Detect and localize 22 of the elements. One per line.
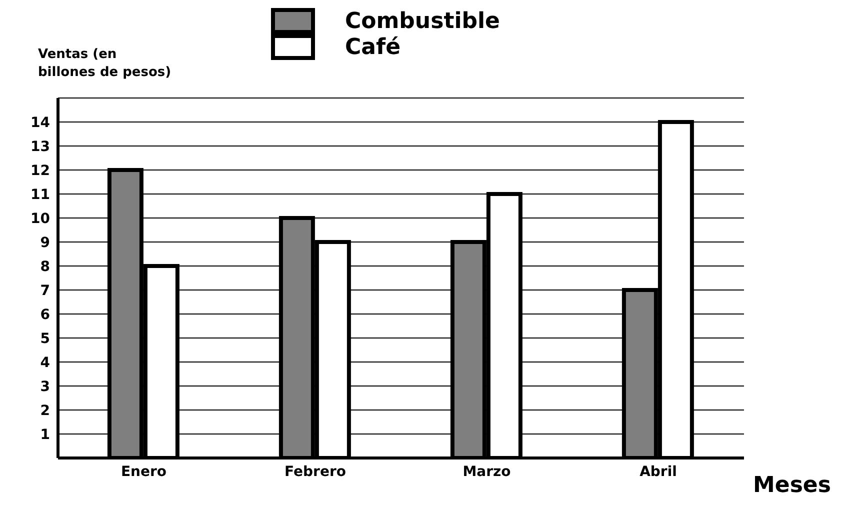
y-tick-label: 2 — [40, 402, 50, 419]
y-tick-label: 4 — [40, 354, 50, 371]
y-tick-label: 1 — [40, 426, 50, 443]
x-axis-title: Meses — [753, 473, 831, 498]
y-tick-label: 8 — [40, 258, 50, 275]
y-tick-label: 10 — [30, 210, 50, 227]
legend-label: Café — [345, 34, 400, 60]
y-tick-label: 9 — [40, 234, 50, 251]
y-tick-label: 14 — [30, 114, 50, 131]
y-tick-label: 13 — [30, 138, 50, 155]
y-tick-label: 3 — [40, 378, 50, 395]
y-tick-label: 7 — [40, 282, 50, 299]
legend-label: Combustible — [345, 8, 500, 34]
x-tick-label: Enero — [120, 464, 167, 480]
y-tick-label: 11 — [30, 186, 50, 203]
y-tick-label: 12 — [30, 162, 50, 179]
y-tick-label: 5 — [40, 330, 50, 347]
x-tick-label: Marzo — [462, 464, 512, 480]
y-axis-title: Ventas (en billones de pesos) — [38, 46, 172, 82]
x-tick-label: Febrero — [284, 464, 346, 480]
y-tick-label: 6 — [40, 306, 50, 323]
x-tick-label: Abril — [640, 464, 677, 480]
